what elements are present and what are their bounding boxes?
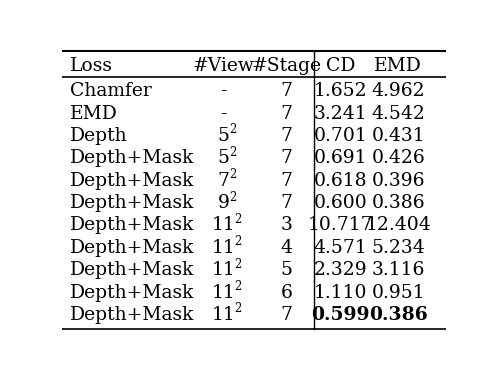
Text: 1.652: 1.652 [314, 82, 368, 100]
Text: Depth+Mask: Depth+Mask [69, 194, 194, 212]
Text: Loss: Loss [69, 57, 113, 75]
Text: 5: 5 [281, 261, 293, 279]
Text: 11: 11 [212, 306, 235, 324]
Text: -: - [220, 82, 227, 100]
Text: 9: 9 [218, 194, 229, 212]
Text: 0.691: 0.691 [314, 149, 368, 168]
Text: 2: 2 [230, 168, 237, 181]
Text: 2: 2 [230, 191, 237, 203]
Text: 1.110: 1.110 [314, 283, 368, 301]
Text: 4: 4 [281, 239, 293, 257]
Text: 0.431: 0.431 [372, 127, 425, 145]
Text: 3: 3 [281, 217, 293, 234]
Text: 5: 5 [217, 127, 230, 145]
Text: Depth+Mask: Depth+Mask [69, 217, 194, 234]
Text: 2: 2 [234, 213, 241, 226]
Text: 11: 11 [212, 261, 235, 279]
Text: 4.962: 4.962 [372, 82, 425, 100]
Text: CD: CD [326, 57, 356, 75]
Text: 0.618: 0.618 [314, 172, 368, 190]
Text: Depth: Depth [69, 127, 127, 145]
Text: #Stage: #Stage [252, 57, 322, 75]
Text: 2: 2 [234, 258, 241, 271]
Text: 3.116: 3.116 [372, 261, 425, 279]
Text: 4.542: 4.542 [372, 105, 425, 123]
Text: 5.234: 5.234 [372, 239, 425, 257]
Text: 4.571: 4.571 [314, 239, 368, 257]
Text: Depth+Mask: Depth+Mask [69, 283, 194, 301]
Text: Depth+Mask: Depth+Mask [69, 149, 194, 168]
Text: 7: 7 [281, 149, 293, 168]
Text: 0.396: 0.396 [372, 172, 425, 190]
Text: 2: 2 [234, 302, 241, 315]
Text: 2: 2 [230, 146, 237, 159]
Text: #View: #View [192, 57, 254, 75]
Text: 0.599: 0.599 [311, 306, 370, 324]
Text: Depth+Mask: Depth+Mask [69, 172, 194, 190]
Text: 2: 2 [234, 235, 241, 248]
Text: 7: 7 [281, 194, 293, 212]
Text: 12.404: 12.404 [366, 217, 431, 234]
Text: Depth+Mask: Depth+Mask [69, 306, 194, 324]
Text: 7: 7 [281, 82, 293, 100]
Text: -: - [220, 105, 227, 123]
Text: 10.717: 10.717 [308, 217, 373, 234]
Text: 11: 11 [212, 239, 235, 257]
Text: EMD: EMD [374, 57, 422, 75]
Text: Depth+Mask: Depth+Mask [69, 261, 194, 279]
Text: 5: 5 [217, 149, 230, 168]
Text: 7: 7 [281, 306, 293, 324]
Text: 11: 11 [212, 283, 235, 301]
Text: 0.600: 0.600 [314, 194, 368, 212]
Text: 0.951: 0.951 [372, 283, 425, 301]
Text: 2.329: 2.329 [314, 261, 368, 279]
Text: Chamfer: Chamfer [69, 82, 151, 100]
Text: 0.386: 0.386 [369, 306, 428, 324]
Text: 0.386: 0.386 [372, 194, 425, 212]
Text: 0.701: 0.701 [314, 127, 368, 145]
Text: 7: 7 [281, 172, 293, 190]
Text: 6: 6 [281, 283, 293, 301]
Text: 2: 2 [234, 280, 241, 293]
Text: 0.426: 0.426 [372, 149, 425, 168]
Text: 3.241: 3.241 [314, 105, 368, 123]
Text: EMD: EMD [69, 105, 118, 123]
Text: 2: 2 [230, 123, 237, 137]
Text: 7: 7 [217, 172, 230, 190]
Text: 7: 7 [281, 127, 293, 145]
Text: Depth+Mask: Depth+Mask [69, 239, 194, 257]
Text: 11: 11 [212, 217, 235, 234]
Text: 7: 7 [281, 105, 293, 123]
